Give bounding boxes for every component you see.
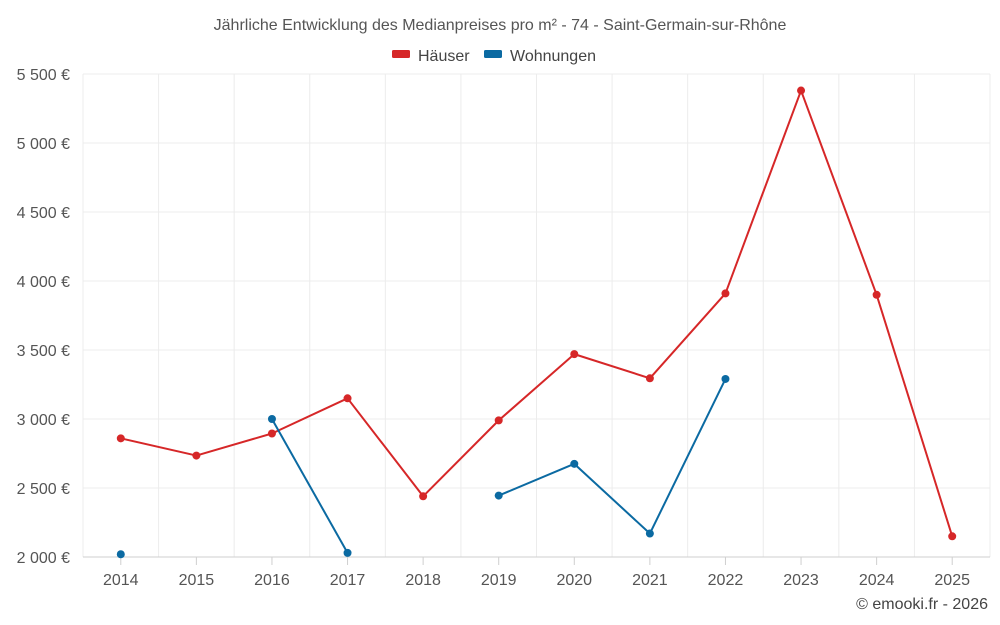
data-point-haeuser[interactable] xyxy=(872,290,881,299)
y-tick-label: 3 000 € xyxy=(17,412,70,429)
data-point-haeuser[interactable] xyxy=(721,289,730,298)
data-point-haeuser[interactable] xyxy=(192,451,201,460)
data-point-wohnungen[interactable] xyxy=(494,491,503,500)
data-point-haeuser[interactable] xyxy=(948,532,957,541)
x-tick-label: 2025 xyxy=(934,572,970,589)
y-axis: 2 000 € 2 500 € 3 000 € 3 500 € 4 000 € 4 500… xyxy=(17,67,70,567)
x-tick-label: 2021 xyxy=(632,572,668,589)
x-tick-label: 2014 xyxy=(103,572,139,589)
legend: Häuser Wohnungen xyxy=(392,48,596,65)
legend-label-haeuser: Häuser xyxy=(418,48,470,65)
data-point-haeuser[interactable] xyxy=(116,434,125,443)
data-point-haeuser[interactable] xyxy=(645,374,654,383)
chart-title: Jährliche Entwicklung des Medianpreises … xyxy=(214,17,787,34)
x-tick-label: 2020 xyxy=(556,572,592,589)
data-point-wohnungen[interactable] xyxy=(267,415,276,423)
data-point-wohnungen[interactable] xyxy=(570,459,579,468)
x-tick-label: 2019 xyxy=(481,572,517,589)
x-tick-label: 2024 xyxy=(859,572,895,589)
data-point-haeuser[interactable] xyxy=(494,416,503,425)
x-tick-label: 2018 xyxy=(405,572,441,589)
legend-swatch-wohnungen xyxy=(484,50,502,58)
x-tick-label: 2023 xyxy=(783,572,819,589)
y-tick-label: 5 000 € xyxy=(17,136,70,153)
y-tick-label: 4 500 € xyxy=(17,205,70,222)
data-point-haeuser[interactable] xyxy=(419,492,428,501)
x-tick-label: 2017 xyxy=(330,572,366,589)
y-tick-label: 2 000 € xyxy=(17,550,70,567)
data-point-haeuser[interactable] xyxy=(343,394,352,403)
grid xyxy=(82,73,991,558)
series xyxy=(116,86,957,559)
data-point-wohnungen[interactable] xyxy=(645,529,654,538)
data-point-haeuser[interactable] xyxy=(267,429,276,438)
legend-swatch-haeuser xyxy=(392,50,410,58)
x-tick-label: 2022 xyxy=(708,572,744,589)
series-line-haeuser xyxy=(120,89,954,537)
y-tick-label: 2 500 € xyxy=(17,481,70,498)
x-tick-label: 2016 xyxy=(254,572,290,589)
credit-text: © emooki.fr - 2026 xyxy=(856,596,988,613)
data-point-wohnungen[interactable] xyxy=(343,548,352,557)
y-tick-label: 3 500 € xyxy=(17,343,70,360)
x-tick-label: 2015 xyxy=(179,572,215,589)
y-tick-label: 4 000 € xyxy=(17,274,70,291)
series-line-wohnungen xyxy=(271,418,349,554)
series-line-wohnungen xyxy=(498,378,727,535)
data-point-haeuser[interactable] xyxy=(797,86,806,95)
y-tick-label: 5 500 € xyxy=(17,67,70,84)
legend-label-wohnungen: Wohnungen xyxy=(510,48,596,65)
x-axis: 2014 2015 2016 2017 2018 2019 2020 2021 2022 2023… xyxy=(103,557,970,589)
data-point-wohnungen[interactable] xyxy=(721,374,730,383)
data-point-wohnungen[interactable] xyxy=(116,550,125,559)
data-point-haeuser[interactable] xyxy=(570,350,579,359)
